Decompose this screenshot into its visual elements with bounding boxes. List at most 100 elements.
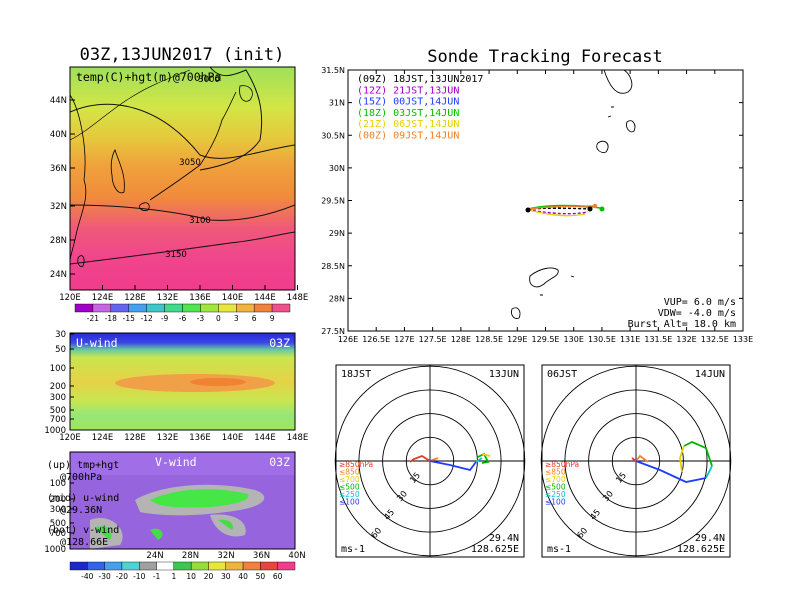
left-title: 03Z,13JUN2017 (init) (80, 45, 285, 65)
track-lat-tick: 27.5N (321, 327, 345, 336)
track-lon-tick: 126.5E (362, 335, 390, 344)
polar-trace (705, 465, 713, 479)
legend-line-a: (up) tmp+hgt (47, 460, 119, 471)
vwind-p-tick: 700 (50, 529, 66, 539)
map-lat-tick: 32N (50, 202, 67, 212)
legend-line-a: (mid) u-wind (47, 493, 119, 504)
wind-colorbar-label: 30 (221, 572, 231, 581)
uwind-p-tick: 300 (50, 393, 66, 403)
landing-point (587, 206, 593, 212)
track-lon-tick: 133E (733, 335, 753, 344)
track-lat-tick: 30.5N (321, 131, 345, 140)
vwind-lat-tick: 40N (288, 551, 305, 561)
track-legend-item: (21Z) 06JST,14JUN (357, 119, 459, 130)
track-lat-tick: 31.5N (321, 66, 345, 75)
wind-colorbar-label: -1 (153, 572, 161, 581)
vwind-p-tick: 200 (50, 495, 66, 505)
wind-colorbar-cell (173, 561, 192, 571)
track-lon-tick: 129E (507, 335, 527, 344)
wind-colorbar-label: -20 (116, 572, 128, 581)
map-label: temp(C)+hgt(m)@700hPa (76, 70, 221, 84)
legend-line-b: @700hPa (60, 472, 102, 483)
temp-colorbar-label: -6 (179, 314, 187, 323)
island-north-small (596, 106, 636, 153)
vwind-grey-patches (90, 514, 246, 549)
temp-colorbar-cell (92, 303, 112, 313)
track-lon-tick: 131E (620, 335, 640, 344)
wind-colorbar-cell (225, 561, 244, 571)
track-legend-item: (12Z) 21JST,13JUN (357, 85, 459, 96)
temp-colorbar-cell (146, 303, 165, 313)
polar-date: 14JUN (695, 369, 725, 380)
wind-colorbar-cell (190, 561, 209, 571)
wind-colorbar-cell (208, 561, 226, 571)
polar-trace (635, 460, 707, 483)
track-lat-tick: 29.5N (321, 197, 345, 206)
wind-colorbar-label: -40 (81, 572, 93, 581)
polar-trace (475, 457, 483, 463)
vwind-p-tick: 300 (50, 505, 66, 515)
island-amami (529, 267, 575, 296)
wind-colorbar-cell (242, 561, 261, 571)
polar-level-label: ≥850hPa (545, 460, 579, 469)
polar-jst: 06JST (547, 369, 577, 380)
wind-colorbar-cell (277, 561, 296, 571)
polar-date: 13JUN (489, 369, 519, 380)
left-legend: (up) tmp+hgt@700hPa (mid) u-wind@29.36N (b… (47, 460, 119, 548)
polar-trace (481, 453, 491, 457)
landing-point (592, 203, 598, 209)
wind-colorbar-cell (156, 561, 175, 571)
sonde-track (527, 209, 586, 217)
polar-trace (635, 454, 649, 463)
polar-jst: 18JST (341, 369, 371, 380)
coastline-china-inland (70, 69, 191, 141)
uwind-p-tick: 100 (50, 364, 66, 374)
map-lon-tick: 148E (287, 293, 309, 303)
polar-level-label: ≤500 (545, 483, 566, 492)
track-lon-tick: 127E (394, 335, 414, 344)
map-lat-tick: 36N (50, 164, 67, 174)
temp-colorbar-label: 6 (252, 314, 257, 323)
contour-label-3150: 3150 (165, 250, 187, 260)
track-lon-tick: 130.5E (588, 335, 616, 344)
vwind-p-tick: 1000 (44, 545, 66, 555)
vwind-p-tick: 500 (50, 519, 66, 529)
track-legend-item: (15Z) 00JST,14JUN (357, 97, 459, 108)
track-param: Burst Alt= 18.0 km (628, 319, 736, 330)
track-lat-tick: 29N (329, 229, 345, 238)
polar-lon: 128.625E (677, 544, 725, 555)
wind-colorbar-label: 40 (238, 572, 248, 581)
polar-level-label: ≥850hPa (339, 460, 373, 469)
temp-colorbar-label: -3 (197, 314, 205, 323)
legend-line-a: (bot) v-wind (47, 525, 119, 536)
temp-colorbar-label: -18 (105, 314, 117, 323)
polar-lon: 128.625E (471, 544, 519, 555)
coastline-japan (139, 85, 253, 211)
temp-map: 3000 3050 3100 3150 temp(C)+hgt(m)@700hP… (50, 66, 309, 303)
polar-lat: 29.4N (695, 533, 725, 544)
track-param: VUP= 6.0 m/s (664, 297, 736, 308)
legend-line-b: @128.66E (60, 537, 108, 548)
map-lon-tick: 132E (157, 293, 179, 303)
vwind-green-patches (95, 519, 234, 540)
track-lon-tick: 129.5E (532, 335, 560, 344)
vwind-green-core (150, 489, 249, 508)
temp-colorbar-cell (128, 303, 147, 313)
wind-colorbar-label: 1 (171, 572, 176, 581)
temp-colorbar-label: 9 (270, 314, 275, 323)
temp-colorbar-cell (74, 303, 94, 313)
contour-3150 (70, 231, 295, 265)
track-lat-tick: 28.5N (321, 262, 345, 271)
temp-colorbar: -21 -18 -15 -12 -9 -6 -3 0 3 6 9 (74, 303, 291, 323)
map-lon-tick: 120E (59, 293, 81, 303)
polar-level-label: ≤700 (545, 475, 566, 484)
contour-3000 (199, 67, 263, 171)
uwind-lon-tick: 120E (59, 433, 81, 443)
uwind-p-tick: 50 (55, 345, 66, 355)
wind-colorbar-cell (139, 561, 157, 571)
coastline-asia (70, 94, 87, 261)
wind-colorbar-label: 10 (186, 572, 196, 581)
